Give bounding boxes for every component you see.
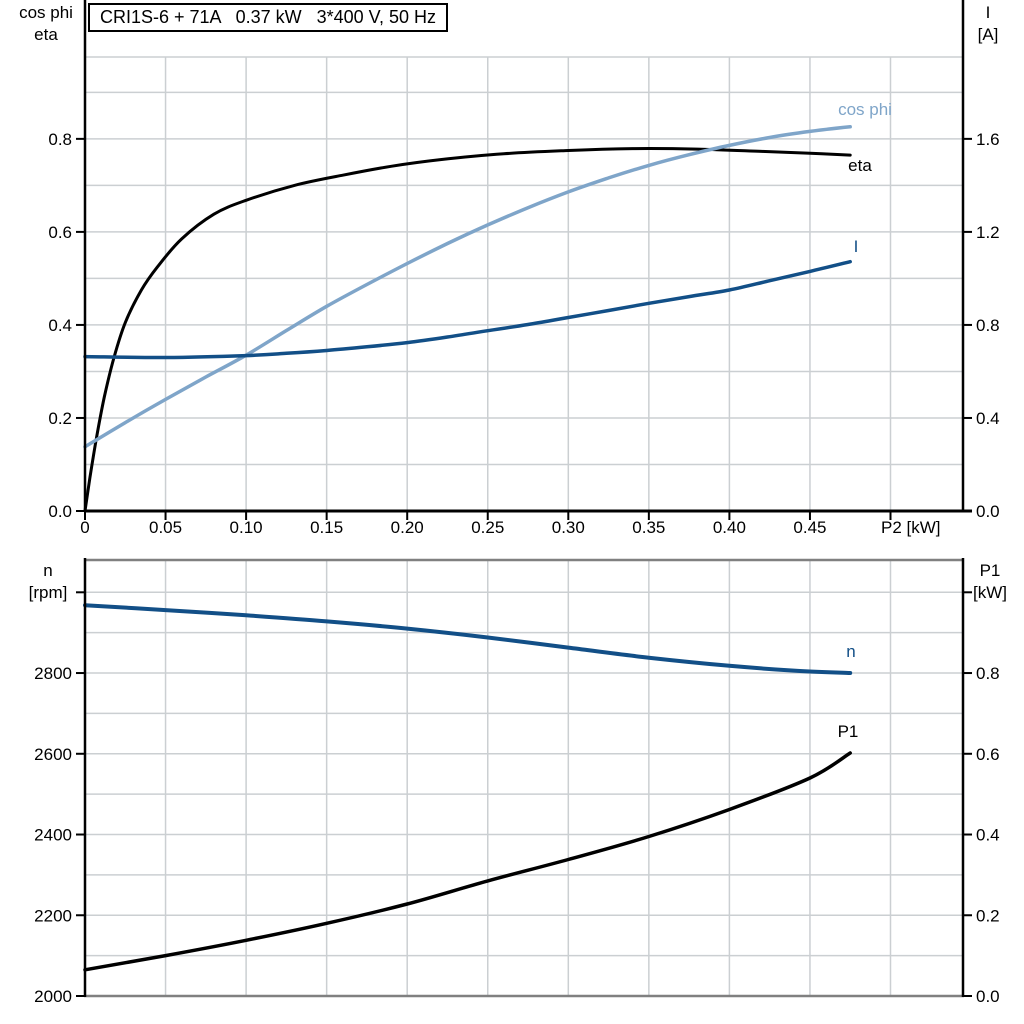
curve-label-speed: n — [846, 642, 856, 661]
bottom-left-tick-label: 2600 — [34, 745, 72, 764]
bottom-right-tick-label: 0.8 — [976, 664, 1000, 683]
top-right-axis-title-current: I — [985, 3, 991, 22]
i-curve — [83, 259, 852, 360]
top-x-tick-label: 0.40 — [713, 518, 746, 537]
top-x-tick-label: 0.35 — [632, 518, 665, 537]
top-left-tick-label: 0.8 — [48, 130, 72, 149]
bottom-right-tick-label: 0.2 — [976, 906, 1000, 925]
bottom-right-tick-label: 0.6 — [976, 745, 1000, 764]
bottom-left-axis-title-speed-unit: [rpm] — [28, 583, 68, 602]
top-right-tick-label: 0.0 — [976, 502, 1000, 521]
bottom-right-tick-label: 0.0 — [976, 987, 1000, 1006]
top-x-tick-label: 0.20 — [391, 518, 424, 537]
top-right-tick-label: 1.2 — [976, 223, 1000, 242]
top-left-tick-label: 0.4 — [48, 316, 72, 335]
top-left-tick-label: 0.2 — [48, 409, 72, 428]
top-x-tick-label: 0.10 — [230, 518, 263, 537]
eta-curve — [83, 147, 852, 513]
top-right-tick-label: 1.6 — [976, 130, 1000, 149]
top-right-axis-title-current-unit: [A] — [977, 25, 999, 44]
top-x-tick-label: 0.45 — [793, 518, 826, 537]
top-left-tick-label: 0.6 — [48, 223, 72, 242]
x-axis-title-p2: P2 [kW] — [881, 518, 941, 537]
chart-title-box: CRI1S-6 + 71A 0.37 kW 3*400 V, 50 Hz — [88, 3, 449, 32]
bottom-left-tick-label: 2800 — [34, 664, 72, 683]
curve-label-eta: eta — [848, 156, 872, 175]
top-x-tick-label: 0.15 — [310, 518, 343, 537]
top-x-tick-label: 0.30 — [552, 518, 585, 537]
bottom-left-tick-label: 2200 — [34, 906, 72, 925]
bottom-right-axis-title-power: P1 — [979, 561, 1001, 580]
bottom-left-axis-title-speed: n — [43, 561, 53, 580]
top-right-tick-label: 0.8 — [976, 316, 1000, 335]
top-x-tick-label: 0.25 — [471, 518, 504, 537]
curve-label-cos-phi: cos phi — [838, 100, 892, 119]
cos-phi-curve — [83, 125, 852, 449]
n-curve — [83, 603, 853, 675]
bottom-right-tick-label: 0.4 — [976, 826, 1000, 845]
top-left-tick-label: 0.0 — [48, 502, 72, 521]
top-x-tick-label: 0.05 — [149, 518, 182, 537]
bottom-right-axis-title-power-unit: [kW] — [973, 583, 1007, 602]
curve-label-power-in: P1 — [837, 722, 859, 741]
curve-label-current: I — [853, 237, 859, 256]
top-left-axis-title-eta: eta — [34, 25, 58, 44]
bottom-left-tick-label: 2000 — [34, 987, 72, 1006]
bottom-left-tick-label: 2400 — [34, 826, 72, 845]
p1-curve — [83, 751, 852, 972]
top-x-tick-label: 0 — [80, 518, 89, 537]
top-left-axis-title-cos-phi: cos phi — [19, 3, 73, 22]
top-right-tick-label: 0.4 — [976, 409, 1000, 428]
